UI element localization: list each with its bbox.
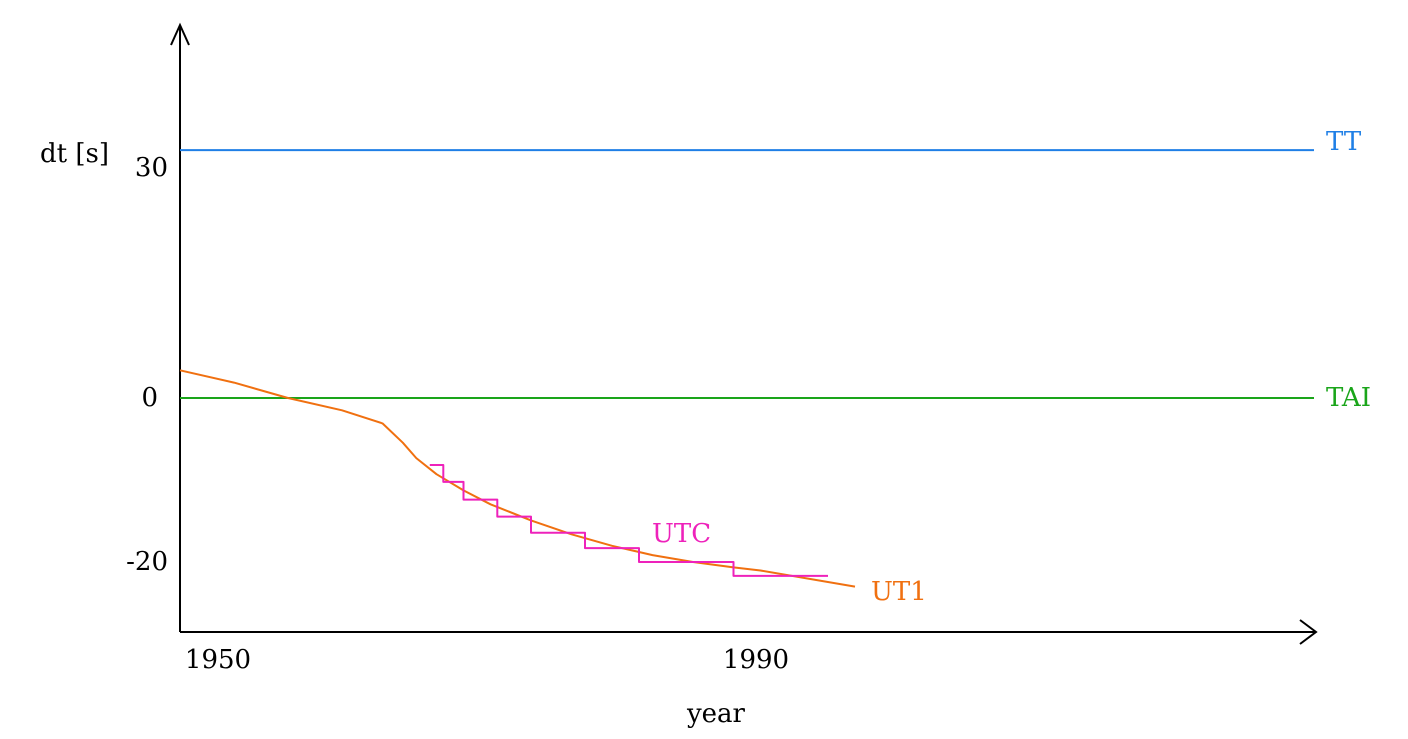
y-axis-arrowhead [170,22,190,46]
x-axis-arrowhead [1299,619,1318,645]
series-label-tt: TT [1326,127,1362,157]
y-tick-label-30: 30 [135,153,168,183]
series-label-utc: UTC [652,519,711,549]
y-tick-label-0: 0 [141,383,158,413]
series-label-tai: TAI [1326,383,1371,413]
series-line-utc [429,464,828,577]
y-tick-label-minus-20: -20 [126,547,168,577]
x-tick-label-1950: 1950 [185,645,251,675]
series-layer [179,149,1314,588]
x-tick-label-1990: 1990 [723,645,789,675]
series-label-ut1: UT1 [871,577,927,607]
x-axis-label: year [686,699,746,729]
y-axis-label: dt [s] [40,139,109,169]
series-line-ut1 [179,369,856,588]
